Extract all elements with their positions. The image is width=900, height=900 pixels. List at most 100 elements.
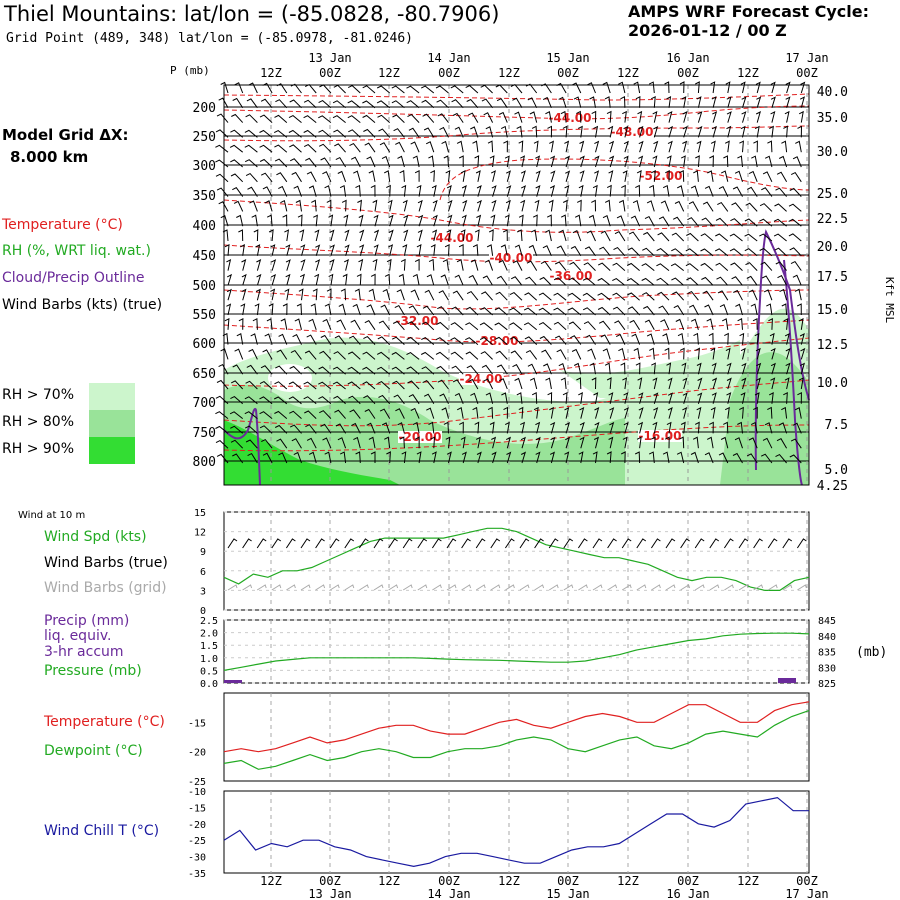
wind-barb [505,170,511,182]
wind-barb [363,128,376,138]
wind-barb [343,214,349,227]
wind-barb [554,335,567,345]
temperature-contour-line [223,289,810,310]
wind-barb [591,377,597,390]
wind-barb [318,396,332,405]
wind-barb [662,184,670,197]
wind-barb [564,184,570,197]
wind-barb [539,276,552,286]
wind-barb [578,184,584,197]
wind-barb [714,248,729,257]
wind-barb [480,351,493,360]
wind-barb [276,172,288,183]
wind-barb [658,305,670,316]
wind-barb [649,184,655,197]
bottom-date-label: 17 Jan [785,887,828,900]
wind-barb [264,200,273,212]
wind-barb [565,436,571,449]
precip-ytick: 2.5 [200,616,218,627]
wind-barb [320,423,332,434]
wind-barb [604,199,611,212]
wind-barb [646,333,655,345]
wind-barb [249,200,258,212]
wind-barb [745,202,758,212]
wind-barb [797,125,803,138]
wind-barb [512,364,523,375]
wind-barb [657,291,670,301]
wind-barb [667,377,673,390]
wind-barb [681,362,687,375]
wind-barb [337,437,347,449]
pressure-ytick: 835 [818,648,836,659]
wind-barb [416,184,422,197]
wind-barb [215,439,229,449]
temperature-contour-label: -48.00 [611,125,654,139]
wind-barb [613,246,626,257]
wind-barb [697,392,703,404]
wind-barb [259,158,273,168]
wind-barb [616,215,626,227]
wind-barb [726,392,732,404]
legend-temperature: Temperature (°C) [2,217,123,233]
precip-ytick: 0.0 [200,679,218,690]
wind-barb [454,274,464,286]
wind-barb [667,125,674,138]
wind-barb [741,377,747,390]
wind-barb [553,277,567,286]
wind-barb [373,214,379,227]
wind-barb [420,85,435,94]
wind-barb [623,392,629,404]
wind-barb [682,111,688,123]
wind-barb [412,421,420,434]
wind-barb [470,126,479,138]
wind-barb [687,217,699,227]
wind-barb [506,451,512,464]
wind-barb [562,391,568,404]
wind-barb [567,292,582,301]
wind-barb [748,170,758,182]
wind-barb [506,185,512,197]
wind-barb [650,436,656,449]
wind-barb [466,290,479,301]
wind-barb [332,115,346,123]
wind-barb [623,140,629,153]
wind-barb [312,288,318,301]
wind-barb [709,421,714,434]
surface-wind-barb-grid [475,584,486,591]
wind-barb [520,199,526,212]
wind-barb [220,81,229,94]
wind-barb [789,187,802,197]
wind-barb [608,436,614,449]
wind-barb [386,258,392,271]
wind-barb [230,380,244,390]
wind-barb [524,292,538,301]
surface-wind-barb [490,538,501,549]
wind-barb [318,100,332,109]
top-time-tick: 12Z [260,66,282,80]
wind-barb [715,262,729,271]
wind-barb [355,184,361,197]
wind-barb [347,115,361,123]
wind-barb [232,187,244,197]
wind-barb [293,185,302,197]
kft-tick-label: 17.5 [817,270,848,285]
wind-barb [403,214,409,227]
temperature-contour-label: -44.00 [549,111,592,125]
wind-barb [362,100,376,109]
wind-barb [461,451,467,464]
wind-barb [724,140,730,153]
surface-wind-barb-grid [636,584,647,591]
wind-barb [542,245,552,257]
wind-barb [553,307,567,316]
wind-barb [215,411,229,419]
wind-barb [584,246,596,257]
bottom-time-tick: 12Z [498,874,520,888]
wind-barb [799,333,805,345]
wind-barb [796,303,802,316]
surface-wind-barb-grid [300,584,311,591]
wind-barb [470,259,479,271]
wind-barb [608,170,614,182]
wind-barb [215,425,229,434]
wind-barb [285,259,291,271]
surface-wind-barb [256,538,267,549]
